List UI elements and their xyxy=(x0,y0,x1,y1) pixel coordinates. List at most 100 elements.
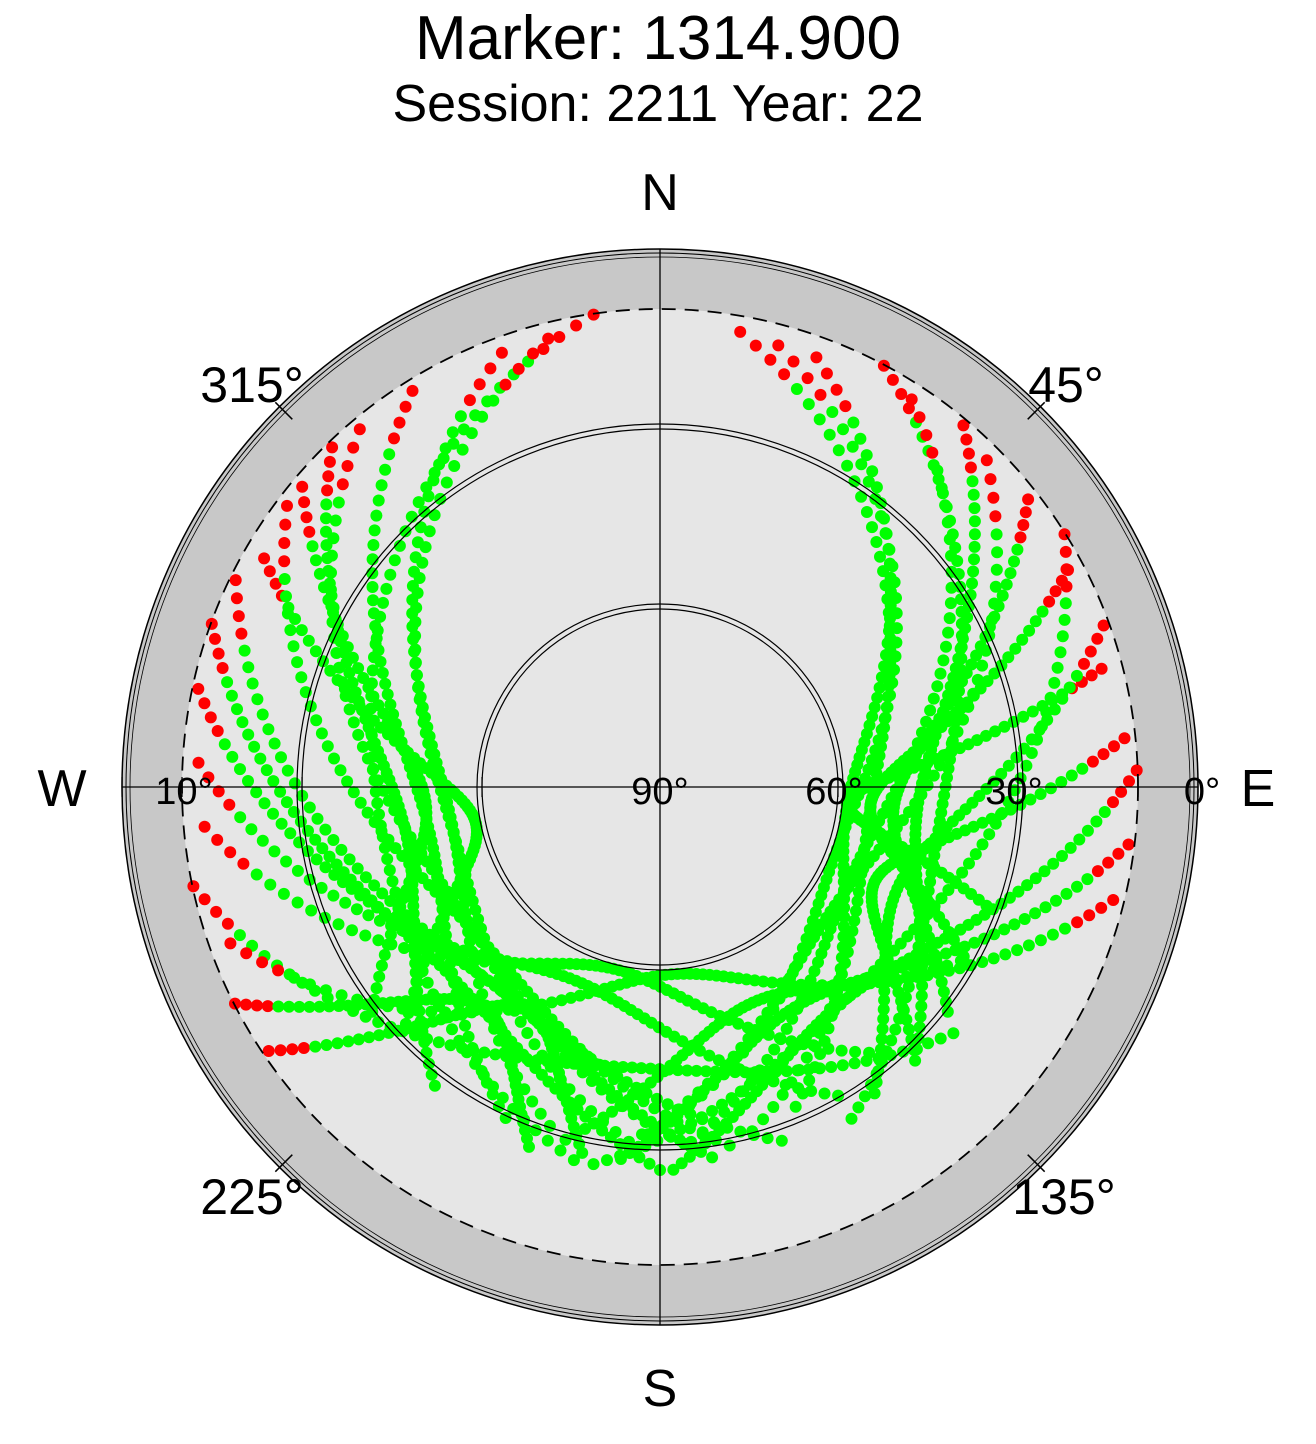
track-point xyxy=(303,1000,316,1013)
track-point xyxy=(941,516,954,529)
track-point xyxy=(256,708,269,721)
track-point xyxy=(302,634,315,647)
track-point xyxy=(327,889,340,902)
low-elevation-point xyxy=(336,478,349,491)
track-point xyxy=(1021,879,1034,892)
track-point xyxy=(429,766,442,779)
low-elevation-point xyxy=(877,359,890,372)
track-point xyxy=(742,1032,755,1045)
track-point xyxy=(427,757,440,770)
low-elevation-point xyxy=(749,339,762,352)
low-elevation-point xyxy=(272,964,285,977)
track-point xyxy=(920,715,933,728)
track-point xyxy=(427,474,440,487)
track-point xyxy=(370,632,383,645)
track-point xyxy=(409,643,422,656)
track-point xyxy=(413,693,426,706)
track-point xyxy=(852,1101,865,1114)
track-point xyxy=(329,514,342,527)
track-point xyxy=(945,581,958,594)
track-point xyxy=(671,1103,684,1116)
track-point xyxy=(267,775,280,788)
track-point xyxy=(409,1029,421,1042)
track-point xyxy=(343,853,356,866)
track-point xyxy=(851,895,864,908)
track-point xyxy=(336,676,349,689)
track-point xyxy=(226,750,239,763)
low-elevation-point xyxy=(1059,545,1072,558)
track-point xyxy=(835,1044,848,1057)
track-point xyxy=(351,999,364,1011)
track-point xyxy=(601,1154,613,1167)
track-point xyxy=(767,1101,780,1113)
low-elevation-point xyxy=(281,499,293,512)
track-point xyxy=(939,748,952,761)
low-elevation-point xyxy=(274,1044,287,1057)
track-point xyxy=(911,737,924,750)
low-elevation-point xyxy=(323,455,336,468)
track-point xyxy=(614,1099,627,1112)
track-point xyxy=(280,796,293,809)
low-elevation-point xyxy=(250,999,263,1012)
track-point xyxy=(293,1000,306,1013)
track-point xyxy=(339,896,352,909)
track-point xyxy=(1059,597,1072,610)
track-point xyxy=(356,740,369,753)
track-point xyxy=(966,475,979,488)
track-point xyxy=(895,995,908,1007)
track-point xyxy=(413,572,426,584)
track-point xyxy=(422,1057,435,1070)
track-point xyxy=(373,970,386,983)
track-point xyxy=(421,1033,433,1045)
low-elevation-point xyxy=(1097,748,1110,761)
low-elevation-point xyxy=(216,662,229,674)
track-point xyxy=(291,656,304,669)
elevation-label-10: 10° xyxy=(155,771,212,813)
track-point xyxy=(886,560,899,573)
track-point xyxy=(242,775,254,787)
track-point xyxy=(1004,803,1017,816)
track-point xyxy=(1024,793,1037,806)
compass-south-label: S xyxy=(643,1360,678,1418)
low-elevation-point xyxy=(1122,838,1135,851)
track-point xyxy=(924,704,937,717)
low-elevation-point xyxy=(256,956,269,969)
track-point xyxy=(354,889,367,902)
track-point xyxy=(952,652,965,665)
track-point xyxy=(417,716,430,729)
track-point xyxy=(376,667,389,679)
track-point xyxy=(576,1146,589,1159)
track-point xyxy=(1056,850,1068,862)
track-point xyxy=(860,449,873,462)
track-point xyxy=(883,543,896,556)
track-point xyxy=(755,1015,768,1028)
satellite-tracks xyxy=(187,308,1143,1176)
low-elevation-point xyxy=(1095,662,1108,675)
track-point xyxy=(516,957,529,970)
track-point xyxy=(968,502,981,515)
low-elevation-point xyxy=(980,454,993,467)
track-point xyxy=(366,664,379,677)
track-point xyxy=(980,729,992,742)
azimuth-label-315: 315° xyxy=(200,357,303,413)
low-elevation-point xyxy=(232,610,245,623)
track-point xyxy=(272,1000,285,1013)
track-point xyxy=(400,909,413,922)
track-point xyxy=(293,836,306,849)
low-elevation-point xyxy=(192,682,205,695)
track-point xyxy=(432,1036,445,1049)
track-point xyxy=(267,807,279,820)
track-point xyxy=(393,539,406,552)
track-point xyxy=(382,1026,395,1039)
azimuth-tick-45 xyxy=(1027,401,1046,420)
track-point xyxy=(1050,894,1062,907)
track-point xyxy=(968,553,980,566)
track-point xyxy=(596,1124,609,1137)
track-point xyxy=(316,842,329,855)
track-point xyxy=(362,909,375,922)
track-point xyxy=(987,952,1000,965)
elevation-label-60: 60° xyxy=(805,771,862,813)
track-point xyxy=(848,914,861,927)
track-point xyxy=(1011,944,1024,957)
track-point xyxy=(979,644,992,657)
